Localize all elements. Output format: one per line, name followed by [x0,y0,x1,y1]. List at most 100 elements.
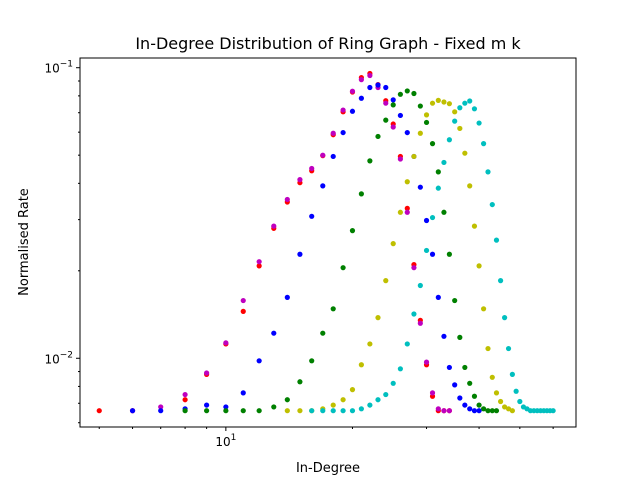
y-tick-label: 10−2 [44,350,73,366]
data-point [390,380,396,386]
data-point [423,217,430,224]
data-point [467,98,473,104]
chart-title: In-Degree Distribution of Ring Graph - F… [135,34,521,53]
data-point [240,390,246,396]
data-point [367,72,373,79]
data-point [502,315,508,321]
data-point [284,408,290,414]
data-point [467,380,473,386]
data-point [340,397,346,403]
data-point [485,345,491,352]
data-point [397,91,403,97]
data-point [158,404,164,410]
data-point [96,408,102,414]
data-point [256,263,262,269]
axis-ticks: 101 10−2 10−1 [44,60,554,449]
data-point [240,308,246,314]
data-point [320,183,326,189]
data-point [404,129,410,136]
data-point [309,358,315,364]
series-6 [309,98,556,414]
data-point [550,408,556,414]
data-point [505,345,512,352]
data-point [397,366,403,372]
data-point [404,341,410,347]
data-point [297,379,303,385]
data-point [471,393,478,399]
data-point [182,408,188,414]
data-point [423,247,430,254]
data-point [367,341,373,347]
data-point [358,77,364,83]
data-point [480,306,487,312]
data-point [383,84,389,91]
data-point [340,408,346,414]
data-point [446,137,452,143]
y-axis-label: Normalised Rate [17,188,32,296]
data-point [182,397,188,403]
data-point [297,177,303,183]
data-point [509,408,515,414]
data-point [330,306,336,312]
data-point [182,391,188,398]
data-point [429,251,436,257]
data-point [404,209,410,215]
data-point [457,395,463,401]
data-point [502,404,508,410]
data-point [497,278,504,284]
data-point [480,406,487,412]
data-point [383,278,389,284]
data-point [204,370,210,376]
data-point [256,408,262,414]
data-point [375,133,381,140]
data-point [476,120,482,126]
data-point [330,408,336,414]
data-point [457,334,463,340]
data-point [284,397,290,403]
data-point [340,265,346,271]
data-point [446,408,452,414]
data-point [367,158,373,164]
data-point [375,315,381,321]
data-point [423,119,430,126]
data-point [204,408,210,414]
data-point [457,105,463,111]
data-point [383,100,389,106]
data-point [204,402,210,408]
data-point [489,374,495,380]
data-point [284,196,290,203]
data-point [462,150,468,156]
data-point [256,259,262,265]
data-point [397,156,403,162]
data-point [441,99,447,105]
x-axis-label: In-Degree [296,461,360,476]
data-point [367,402,373,408]
data-point [435,97,441,103]
data-point [223,404,229,410]
data-point [158,408,164,414]
data-point [320,330,326,336]
data-point [340,107,346,113]
data-point [309,165,315,172]
data-point [471,408,478,414]
data-point [349,228,356,234]
x-tick-label: 101 [215,433,236,449]
data-point [390,97,396,103]
data-point [309,408,315,414]
data-point [297,408,303,414]
data-point [411,153,417,160]
data-point [505,406,512,412]
data-point [358,95,364,101]
data-point [129,408,136,414]
data-point [517,398,523,405]
data-point [513,388,519,394]
data-point [271,330,277,336]
data-point [435,406,441,412]
data-point [397,209,403,215]
data-points [96,70,556,414]
data-point [375,397,381,403]
data-point [476,408,482,414]
data-point [417,103,423,109]
data-point [435,169,441,175]
data-point [256,358,262,364]
